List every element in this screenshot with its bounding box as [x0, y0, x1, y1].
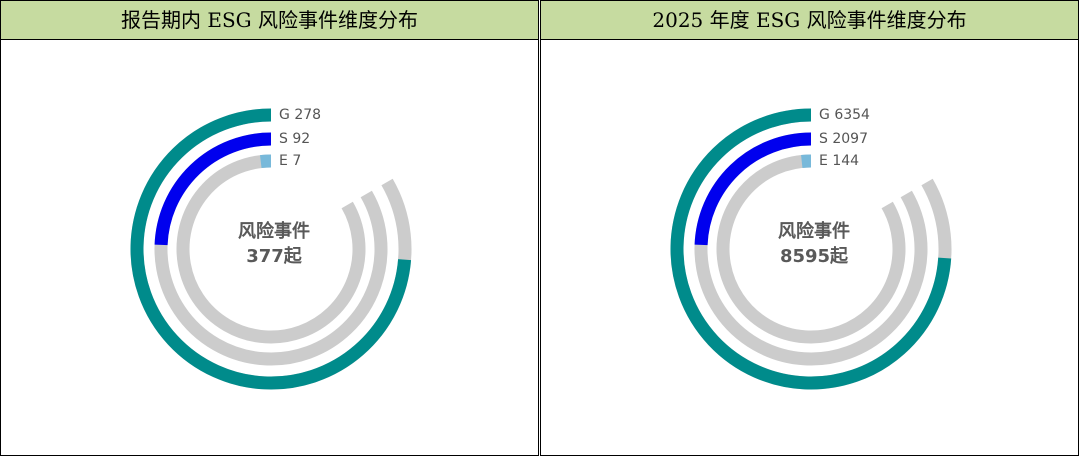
ring-bar	[694, 132, 812, 246]
ring-bar	[130, 108, 412, 390]
panel-title: 2025 年度 ESG 风险事件维度分布	[541, 1, 1078, 40]
legend-category: G	[819, 107, 830, 123]
legend-label: G 6354	[819, 107, 870, 123]
legend-value: 92	[292, 131, 310, 147]
legend-category: E	[819, 153, 828, 169]
ring-track	[716, 154, 906, 344]
center-total: 8595起	[780, 245, 849, 267]
legend-label: S 2097	[819, 131, 868, 147]
ring-bar	[260, 154, 272, 169]
ring-bar	[670, 108, 952, 390]
center-title: 风险事件	[238, 220, 310, 242]
ring-bar	[154, 132, 272, 246]
panel: 2025 年度 ESG 风险事件维度分布 G 6354 S 2097 E 144 风险…	[540, 0, 1079, 456]
legend-category: G	[279, 107, 290, 123]
ring-track	[176, 154, 366, 344]
legend-value: 7	[292, 153, 301, 169]
legend-category: E	[279, 153, 288, 169]
legend-label: S 92	[279, 131, 310, 147]
legend-value: 144	[832, 153, 859, 169]
center-title: 风险事件	[778, 220, 850, 242]
legend-value: 6354	[834, 107, 870, 123]
panel-title: 报告期内 ESG 风险事件维度分布	[1, 1, 538, 40]
legend-label: E 144	[819, 153, 859, 169]
legend-value: 2097	[832, 131, 868, 147]
legend-label: E 7	[279, 153, 301, 169]
center-total: 377起	[246, 245, 303, 267]
legend-category: S	[279, 131, 288, 147]
panel: 报告期内 ESG 风险事件维度分布 G 278 S 92 E 7 风险事件 377起	[0, 0, 539, 456]
legend-label: G 278	[279, 107, 321, 123]
legend-category: S	[819, 131, 828, 147]
legend-value: 278	[294, 107, 321, 123]
